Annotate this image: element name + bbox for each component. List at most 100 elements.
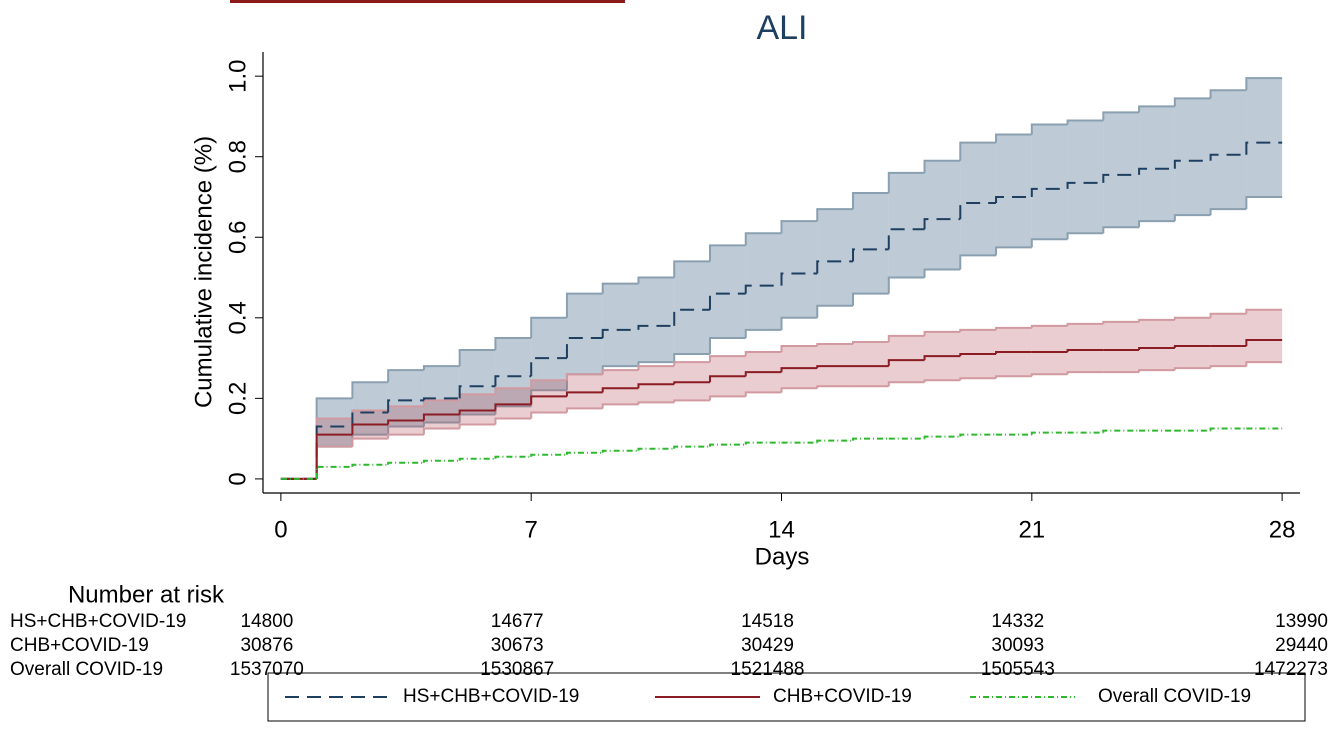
risk-count: 1472273	[1254, 659, 1328, 680]
step-segment	[315, 433, 353, 479]
legend-label: Overall COVID-19	[1098, 686, 1251, 707]
ci-upper	[1066, 119, 1104, 125]
ci-band	[1246, 309, 1283, 363]
ci-upper	[1209, 89, 1247, 99]
ci-upper	[1102, 111, 1140, 121]
step-segment	[995, 351, 1032, 355]
y-tick-label: 0.2	[224, 382, 251, 415]
ci-band	[1174, 98, 1211, 216]
ci-lower	[1173, 367, 1211, 371]
risk-count: 14518	[741, 611, 794, 632]
ci-lower	[1066, 232, 1104, 240]
ci-lower	[1102, 226, 1140, 234]
risk-count: 14677	[491, 611, 544, 632]
ci-band	[888, 335, 925, 383]
step-segment	[744, 371, 782, 377]
ci-upper	[887, 171, 925, 193]
ci-upper	[565, 373, 603, 381]
ci-band	[853, 192, 889, 294]
ci-band	[1139, 319, 1175, 371]
ci-lower	[1030, 373, 1068, 377]
risk-table-title: Number at risk	[68, 581, 225, 608]
ci-lower	[351, 437, 389, 447]
ci-lower	[601, 403, 639, 409]
step-segment	[673, 381, 710, 385]
step-segment	[422, 413, 460, 421]
y-tick-label: 1.0	[224, 59, 251, 92]
step-segment	[601, 387, 639, 393]
step-segment	[852, 437, 889, 441]
x-tick-label: 28	[1269, 516, 1296, 543]
ci-upper	[530, 316, 567, 338]
step-segment	[959, 433, 997, 437]
ci-band	[781, 346, 818, 389]
y-axis-label: Cumulative incidence (%)	[190, 136, 217, 408]
legend-label: CHB+COVID-19	[773, 686, 912, 707]
ci-lower	[1138, 369, 1175, 373]
step-segment	[852, 248, 889, 262]
ci-upper	[887, 334, 925, 342]
ci-band	[1103, 321, 1140, 373]
ci-lower	[744, 391, 782, 397]
ci-lower	[923, 379, 961, 383]
ci-lower	[637, 361, 675, 367]
ci-upper	[387, 369, 424, 383]
ci-band	[674, 261, 710, 355]
ci-upper	[852, 191, 889, 210]
ci-band	[853, 341, 889, 387]
step-segment	[422, 459, 460, 463]
ci-upper	[601, 282, 639, 294]
risk-count: 30876	[240, 635, 293, 656]
ci-upper	[708, 355, 746, 363]
ci-upper	[995, 133, 1032, 143]
y-tick-label: 0	[224, 472, 251, 485]
ci-upper	[816, 342, 854, 346]
ci-lower	[708, 336, 746, 355]
ci-upper	[565, 292, 603, 318]
risk-row-label: Overall COVID-19	[10, 659, 163, 680]
ci-band	[1174, 317, 1211, 369]
ci-upper	[351, 381, 389, 399]
ci-upper	[780, 220, 818, 234]
ci-upper	[1245, 308, 1283, 314]
ci-band	[888, 172, 925, 278]
ci-upper	[637, 365, 675, 371]
legend-label: HS+CHB+COVID-19	[403, 686, 579, 707]
ci-band	[817, 209, 854, 306]
ci-upper	[422, 399, 460, 407]
step-segment	[887, 359, 925, 367]
ci-band	[495, 388, 532, 419]
banner-fragment	[230, 0, 625, 3]
ci-upper	[780, 345, 818, 353]
ci-band	[602, 283, 639, 367]
ci-band	[1067, 323, 1104, 373]
ci-band	[781, 221, 818, 318]
step-segment	[601, 449, 639, 453]
step-segment	[494, 455, 532, 459]
ci-upper	[1138, 318, 1175, 322]
step-segment	[458, 409, 496, 415]
ci-upper	[422, 365, 460, 371]
ci-upper	[852, 340, 889, 344]
ci-lower	[816, 304, 854, 318]
step-segment	[530, 395, 567, 405]
ci-band	[388, 370, 424, 427]
risk-count: 1521488	[731, 659, 805, 680]
step-segment	[1102, 429, 1140, 433]
ci-band	[674, 362, 710, 401]
ci-lower	[959, 377, 997, 381]
ci-lower	[565, 407, 603, 413]
ci-band	[316, 398, 353, 447]
step-segment	[1173, 159, 1211, 169]
step-segment	[530, 357, 567, 377]
ci-band	[531, 317, 567, 391]
x-tick-label: 0	[274, 516, 287, 543]
legend-box	[267, 672, 1306, 722]
step-segment	[959, 353, 997, 357]
ci-upper	[923, 159, 961, 173]
step-segment	[1245, 141, 1283, 155]
risk-count: 30429	[741, 635, 794, 656]
ci-band	[423, 366, 460, 423]
y-tick-label: 0.6	[224, 221, 251, 254]
